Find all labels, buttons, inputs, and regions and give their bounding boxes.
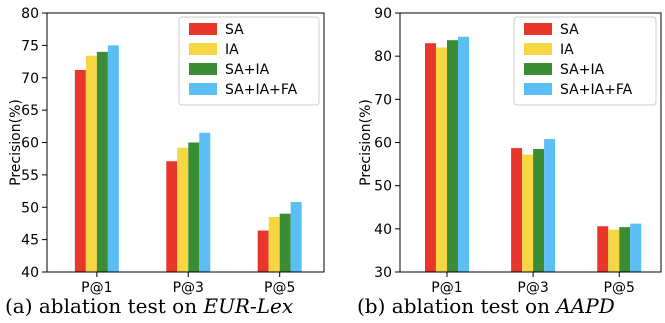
bar-sa-ia-P1 [446, 40, 458, 272]
x-tick-label: P@5 [604, 280, 635, 296]
bar-sa-ia-P5 [619, 227, 631, 272]
legend-swatch [524, 43, 552, 55]
y-tick-label: 40 [374, 222, 392, 238]
y-tick-label: 90 [374, 6, 392, 22]
y-tick-label: 40 [21, 265, 39, 281]
bar-sa-ia-P1 [96, 51, 108, 272]
legend: SA IA SA+IA SA+IA+FA [513, 16, 657, 106]
y-tick-label: 65 [21, 103, 39, 119]
legend-swatch [189, 43, 217, 55]
y-tick-label: 80 [374, 49, 392, 65]
y-tick-label: 45 [21, 233, 39, 249]
bar-sa-ia-fa-P1 [457, 36, 469, 272]
x-tick-label: P@3 [173, 280, 204, 296]
legend: SA IA SA+IA SA+IA+FA [178, 16, 320, 106]
bar-sa-ia-P5 [279, 213, 291, 272]
bar-sa-ia-fa-P1 [107, 45, 119, 272]
bar-sa-ia-fa-P3 [544, 139, 556, 272]
legend-label: IA [560, 42, 574, 58]
y-tick-label: 70 [374, 92, 392, 108]
bar-ia-P5 [608, 229, 620, 272]
bar-sa-P5 [597, 226, 609, 272]
y-tick-label: 50 [21, 200, 39, 216]
bar-sa-ia-P3 [188, 142, 200, 272]
x-tick-label: P@1 [431, 280, 462, 296]
legend-label: SA+IA [225, 62, 270, 78]
x-tick-label: P@5 [264, 280, 295, 296]
legend-label: SA+IA+FA [560, 82, 633, 98]
y-axis-label: Precision(%) [8, 99, 24, 186]
y-tick-label: 80 [21, 6, 39, 22]
y-axis-label: Precision(%) [358, 99, 374, 186]
legend-swatch [524, 63, 552, 75]
y-tick-label: 60 [21, 136, 39, 152]
legend-label: IA [225, 42, 239, 58]
bar-sa-P5 [257, 230, 269, 272]
y-tick-label: 30 [374, 265, 392, 281]
bar-sa-ia-P3 [533, 148, 545, 272]
chart-eurlex: 40 45 50 55 60 65 70 75 80 P@1 P@3 P@5 Precision(%) S… [8, 6, 325, 296]
plot-frame [399, 12, 662, 273]
plot-frame [46, 12, 325, 273]
y-tick-label: 70 [21, 71, 39, 87]
legend-swatch [189, 63, 217, 75]
caption-aapd: (b) ablation test on AAPD [357, 294, 615, 318]
x-tick-label: P@1 [81, 280, 112, 296]
legend-label: SA+IA [560, 62, 605, 78]
bar-sa-ia-fa-P5 [290, 202, 302, 272]
y-tick-label: 50 [374, 179, 392, 195]
y-tick-label: 75 [21, 38, 39, 54]
bar-ia-P3 [522, 154, 534, 272]
bar-ia-P5 [268, 216, 280, 272]
bar-sa-ia-fa-P5 [630, 223, 642, 272]
bar-ia-P1 [435, 47, 447, 273]
legend-swatch [524, 83, 552, 95]
caption-eurlex: (a) ablation test on EUR-Lex [5, 294, 293, 318]
bar-sa-P1 [424, 43, 436, 272]
bar-ia-P3 [177, 147, 189, 272]
bar-sa-P3 [511, 148, 523, 272]
x-tick-label: P@3 [517, 280, 548, 296]
legend-swatch [189, 83, 217, 95]
bar-sa-ia-fa-P3 [199, 132, 211, 272]
bar-sa-P3 [166, 161, 178, 272]
legend-label: SA [225, 22, 244, 38]
y-tick-label: 55 [21, 168, 39, 184]
legend-swatch [189, 23, 217, 35]
legend-swatch [524, 23, 552, 35]
bar-ia-P1 [85, 55, 97, 272]
legend-label: SA [560, 22, 579, 38]
bar-sa-P1 [74, 69, 86, 272]
legend-label: SA+IA+FA [225, 82, 298, 98]
y-tick-label: 60 [374, 136, 392, 152]
